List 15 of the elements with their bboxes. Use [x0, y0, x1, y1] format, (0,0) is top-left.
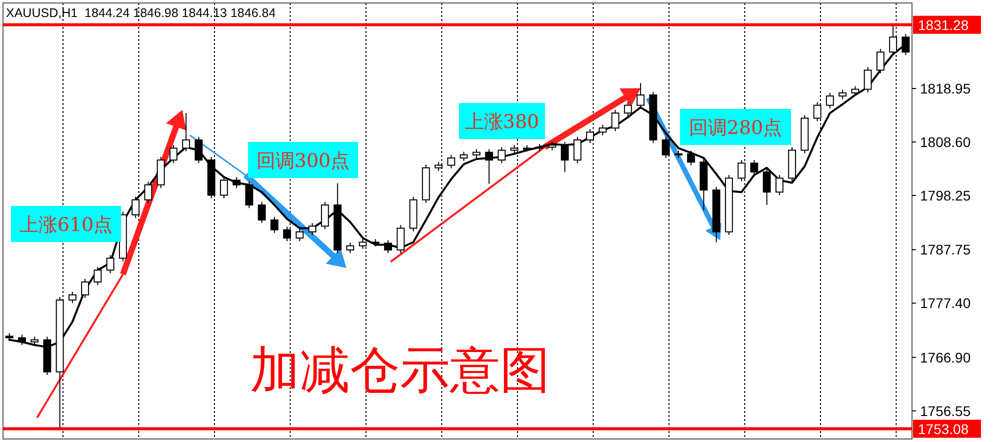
y-tick-label: 1766.90 — [920, 349, 971, 366]
y-tick-label: 1818.95 — [920, 80, 971, 96]
y-tick-label: 1808.60 — [920, 134, 971, 150]
y-tick-label: 1798.25 — [920, 187, 971, 204]
annotation: 回调280点 — [688, 117, 782, 139]
annotation: 加减仓示意图 — [250, 342, 550, 398]
y-tick-label: 1787.75 — [920, 242, 971, 258]
y-tick-label: 1777.40 — [920, 295, 971, 312]
annotation: 上涨610点 — [19, 214, 113, 236]
y-tick-label: 1756.55 — [920, 402, 971, 419]
annotation: 回调300点 — [256, 150, 350, 172]
ref-line-label: 1831.28 — [918, 16, 969, 33]
ref-line-label: 1753.08 — [918, 420, 969, 437]
chart-title: XAUUSD,H1 1844.24 1846.98 1844.13 1846.84 — [6, 6, 276, 20]
annotation: 上涨380 — [464, 111, 540, 133]
